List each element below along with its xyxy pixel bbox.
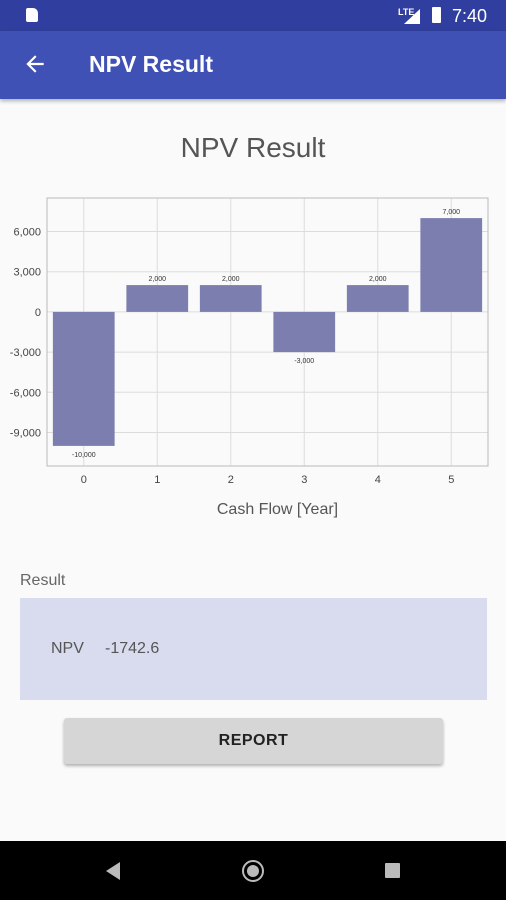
nav-back-icon[interactable] [106, 862, 120, 880]
chart-data-label: 7,000 [442, 209, 460, 216]
app-bar-title: NPV Result [89, 51, 213, 77]
npv-label: NPV [51, 640, 84, 657]
chart-data-label: -3,000 [294, 358, 314, 365]
nav-home-icon[interactable] [242, 860, 264, 882]
nav-recent-icon[interactable] [385, 863, 400, 878]
signal-icon [404, 9, 420, 24]
chart-bar [126, 285, 189, 312]
chart-ytick-label: 0 [35, 307, 41, 319]
arrow-back-icon[interactable] [22, 51, 48, 77]
battery-icon [432, 7, 441, 23]
chart-xtick-label: 1 [154, 474, 160, 486]
chart-data-label: -10,000 [72, 452, 96, 459]
chart-bar [199, 285, 262, 312]
chart-frame [46, 197, 489, 467]
result-label: Result [20, 572, 66, 589]
npv-value: -1742.6 [105, 640, 160, 657]
chart-ytick-label: 6,000 [13, 227, 41, 239]
status-bar: LTE 7:40 [0, 0, 506, 31]
chart-ytick-label: -3,000 [10, 347, 41, 359]
chart-ytick-label: -9,000 [10, 428, 41, 440]
chart-bar [346, 285, 409, 312]
chart-xtick-label: 5 [448, 474, 454, 486]
chart-bar [420, 218, 483, 312]
chart-data-label: 2,000 [369, 276, 387, 283]
chart-xtick-label: 0 [81, 474, 87, 486]
chart-ytick-label: 3,000 [13, 267, 41, 279]
chart-bars [52, 218, 483, 446]
chart-xtick-label: 2 [228, 474, 234, 486]
app-bar: NPV Result [0, 31, 506, 99]
cash-flow-chart: -9,000 -6,000 -3,000 0 3,000 6,000 -10,000 0 2,0… [10, 197, 489, 518]
sim-card-icon [26, 8, 38, 22]
network-type: LTE [398, 7, 415, 17]
navigation-bar [0, 841, 506, 900]
chart-data-label: 2,000 [148, 276, 166, 283]
result-box: NPV -1742.6 [20, 598, 487, 700]
chart-bar [52, 311, 115, 446]
chart-xtick-label: 4 [375, 474, 381, 486]
chart-ytick-label: -6,000 [10, 387, 41, 399]
chart-x-axis-title: Cash Flow [Year] [217, 501, 338, 518]
status-clock: 7:40 [452, 6, 488, 26]
chart-xtick-label: 3 [301, 474, 307, 486]
chart-labels: -9,000 -6,000 -3,000 0 3,000 6,000 -10,000 0 2,0… [10, 209, 460, 518]
chart-data-label: 2,000 [222, 276, 240, 283]
report-button[interactable]: REPORT [64, 718, 443, 764]
chart-bar [273, 311, 336, 353]
page-title: NPV Result [180, 132, 326, 163]
